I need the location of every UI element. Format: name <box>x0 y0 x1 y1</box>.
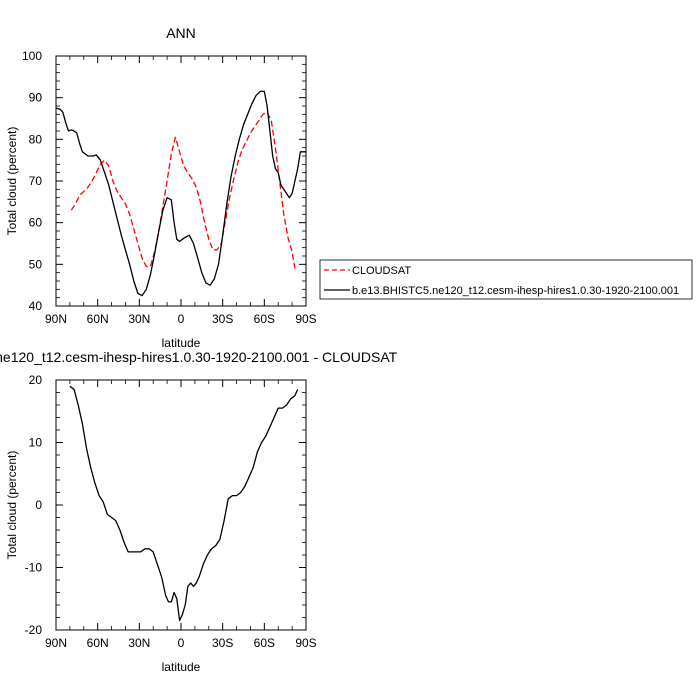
y-tick-label: 20 <box>29 373 43 387</box>
x-tick-label: 60S <box>254 636 275 650</box>
legend-box <box>319 259 693 300</box>
top-x-axis-label: latitude <box>162 336 201 350</box>
difference-line <box>69 385 299 622</box>
x-tick-label: 30S <box>212 312 233 326</box>
top-chart-title: ANN <box>166 25 196 41</box>
y-tick-label: 60 <box>29 216 43 230</box>
bottom-y-axis-label: Total cloud (percent) <box>5 451 19 560</box>
y-tick-label: 10 <box>29 436 43 450</box>
x-tick-label: 90N <box>45 636 67 650</box>
bottom-series-group <box>69 385 299 622</box>
bottom-x-axis-label: latitude <box>162 660 201 674</box>
y-tick-label: -20 <box>25 623 43 637</box>
x-tick-label: 0 <box>178 636 185 650</box>
x-tick-label: 60N <box>87 312 109 326</box>
legend: CLOUDSAT b.e13.BHISTC5.ne120_t12.cesm-ih… <box>319 259 693 300</box>
y-tick-label: 90 <box>29 91 43 105</box>
y-tick-label: 70 <box>29 174 43 188</box>
y-tick-label: 100 <box>22 49 42 63</box>
top-plot-frame <box>55 55 307 307</box>
y-tick-label: 80 <box>29 132 43 146</box>
y-tick-label: 50 <box>29 257 43 271</box>
top-series-group <box>55 90 306 297</box>
top-panel: ANN Total cloud (percent) latitude 90N 60… <box>5 25 317 350</box>
x-tick-label: 60N <box>87 636 109 650</box>
legend-label-cloudsat: CLOUDSAT <box>352 265 411 277</box>
bottom-panel: TC5.ne120_t12.cesm-ihesp-hires1.0.30-192… <box>0 349 398 674</box>
top-axis-ticks: 90N 60N 30N 0 30S 60S 90S 40 50 60 70 80 90 100 <box>22 49 317 326</box>
x-tick-label: 30N <box>128 312 150 326</box>
bottom-axis-ticks: 90N 60N 30N 0 30S 60S 90S -20 -10 0 10 20 <box>25 373 317 650</box>
y-tick-label: 40 <box>29 299 43 313</box>
bottom-chart-title: TC5.ne120_t12.cesm-ihesp-hires1.0.30-192… <box>0 349 398 365</box>
x-tick-label: 60S <box>254 312 275 326</box>
x-tick-label: 0 <box>178 312 185 326</box>
y-tick-label: -10 <box>25 561 43 575</box>
x-tick-label: 90N <box>45 312 67 326</box>
legend-label-model: b.e13.BHISTC5.ne120_t12.cesm-ihesp-hires… <box>352 285 679 297</box>
series-line-model <box>55 90 306 297</box>
series-line-cloudsat <box>70 111 296 269</box>
x-tick-label: 30N <box>128 636 150 650</box>
x-tick-label: 90S <box>295 312 316 326</box>
x-tick-label: 90S <box>295 636 316 650</box>
y-tick-label: 0 <box>35 498 42 512</box>
x-tick-label: 30S <box>212 636 233 650</box>
bottom-plot-frame <box>55 379 307 631</box>
top-y-axis-label: Total cloud (percent) <box>5 127 19 236</box>
